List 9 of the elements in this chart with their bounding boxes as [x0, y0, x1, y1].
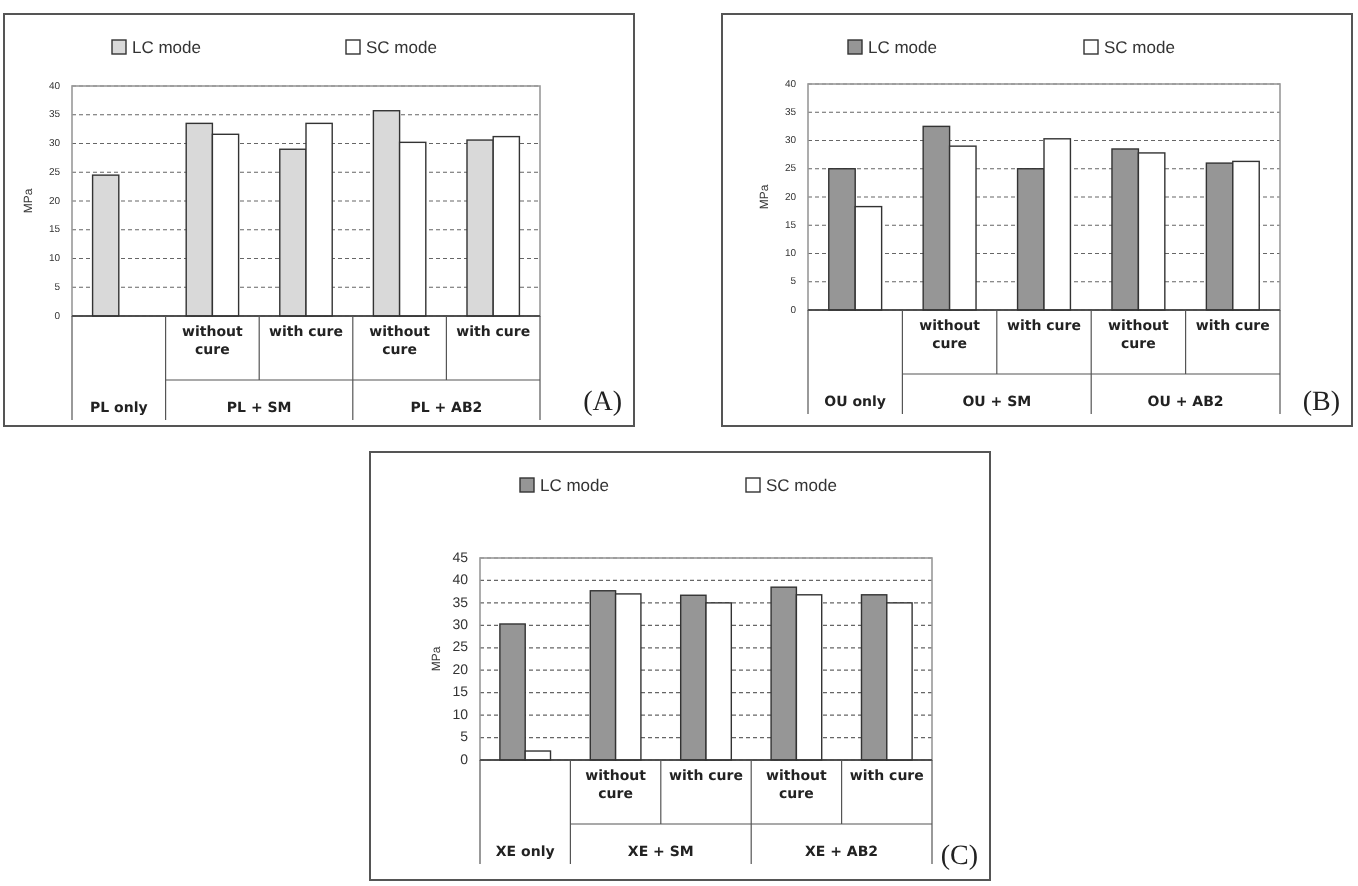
legend-label: LC mode: [132, 37, 202, 57]
text: (C): [940, 842, 979, 872]
legend-label: LC mode: [868, 37, 938, 57]
text: (A): [583, 388, 623, 418]
legend-label: SC mode: [766, 475, 838, 495]
legend-label: LC mode: [540, 475, 610, 495]
text: (B): [1302, 388, 1341, 418]
legend-label: SC mode: [366, 37, 438, 57]
legend-label: SC mode: [1104, 37, 1176, 57]
